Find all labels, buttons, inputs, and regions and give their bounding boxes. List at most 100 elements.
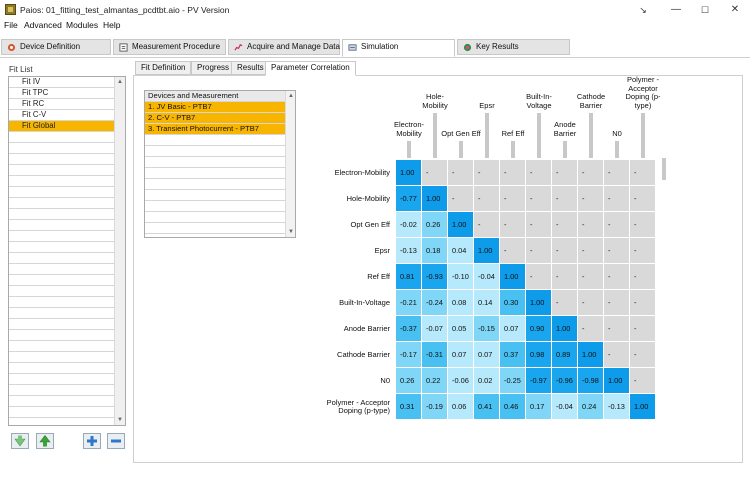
close-button[interactable]: ✕ [730,4,740,15]
empty-list-row[interactable] [9,341,115,352]
empty-list-row[interactable] [9,220,115,231]
empty-list-row[interactable] [9,242,115,253]
title-bar: Paios: 01_fitting_test_almantas_pcdtbt.a… [0,0,750,20]
tab-label: Acquire and Manage Data [247,42,340,51]
app-icon [5,4,16,15]
empty-list-row[interactable] [9,176,115,187]
empty-correlation-cell: - [630,238,656,264]
scroll-up-icon[interactable]: ▲ [288,93,294,99]
empty-list-row[interactable] [9,374,115,385]
scroll-up-icon[interactable]: ▲ [117,79,123,85]
column-label: Anode Barrier [553,120,577,138]
empty-table-row[interactable] [145,168,286,179]
table-row[interactable]: 3. Transient Photocurrent - PTB7 [145,124,286,135]
add-fit-button[interactable] [83,433,101,449]
subtab-parameter-correlation[interactable]: Parameter Correlation [265,61,356,76]
tab-label: Key Results [476,42,519,51]
maximize-button[interactable]: ☐ [700,5,710,15]
empty-list-row[interactable] [9,308,115,319]
devices-table-scrollbar[interactable]: ▲ ▼ [285,91,295,237]
empty-table-row[interactable] [145,223,286,234]
scroll-down-icon[interactable]: ▼ [288,229,294,235]
empty-table-row[interactable] [145,135,286,146]
empty-correlation-cell: - [578,160,604,186]
correlation-cell: 0.17 [526,394,552,420]
menu-bar: File Advanced Modules Help [0,19,750,33]
empty-list-row[interactable] [9,165,115,176]
row-label: Opt Gen Eff [350,219,390,229]
list-item[interactable]: Fit C-V [9,110,115,121]
list-item[interactable]: Fit IV [9,77,115,88]
menu-modules[interactable]: Modules [66,20,99,30]
column-guide-bar [511,141,515,158]
restore-arrow-icon[interactable]: ↘ [639,5,647,15]
table-header: Devices and Measurement [145,91,286,102]
empty-correlation-cell: - [552,290,578,316]
subtab-fit-definition[interactable]: Fit Definition [135,61,192,75]
empty-list-row[interactable] [9,154,115,165]
list-item[interactable]: Fit TPC [9,88,115,99]
empty-table-row[interactable] [145,146,286,157]
tab-measurement-procedure[interactable]: Measurement Procedure [113,39,226,55]
empty-list-row[interactable] [9,132,115,143]
devices-measurement-table[interactable]: Devices and Measurement 1. JV Basic - PT… [144,90,296,238]
empty-list-row[interactable] [9,297,115,308]
column-guide-bar [459,141,463,158]
scroll-down-icon[interactable]: ▼ [117,417,123,423]
empty-table-row[interactable] [145,201,286,212]
empty-table-row[interactable] [145,212,286,223]
empty-list-row[interactable] [9,198,115,209]
empty-list-row[interactable] [9,231,115,242]
empty-list-row[interactable] [9,352,115,363]
tab-key-results[interactable]: Key Results [457,39,570,55]
empty-list-row[interactable] [9,275,115,286]
menu-help[interactable]: Help [103,20,121,30]
matrix-scroll-indicator[interactable] [662,158,666,180]
subtab-results[interactable]: Results [231,61,270,75]
empty-list-row[interactable] [9,143,115,154]
main-tab-bar: Device Definition Measurement Procedure … [0,37,750,58]
subtab-progress[interactable]: Progress [191,61,236,75]
empty-list-row[interactable] [9,209,115,220]
tab-simulation[interactable]: Simulation [342,39,455,57]
menu-advanced[interactable]: Advanced [24,20,62,30]
fit-list[interactable]: Fit IV Fit TPC Fit RC Fit C-V Fit Global ▲ ▼ [8,76,126,426]
move-up-button[interactable] [36,433,54,449]
menu-file[interactable]: File [4,20,18,30]
empty-list-row[interactable] [9,253,115,264]
empty-list-row[interactable] [9,396,115,407]
empty-correlation-cell: - [500,238,526,264]
empty-list-row[interactable] [9,187,115,198]
remove-fit-button[interactable] [107,433,125,449]
list-item[interactable]: Fit RC [9,99,115,110]
empty-list-row[interactable] [9,330,115,341]
empty-list-row[interactable] [9,319,115,330]
column-guide-bar [641,113,645,158]
minimize-button[interactable]: — [671,4,681,15]
empty-correlation-cell: - [604,186,630,212]
empty-list-row[interactable] [9,363,115,374]
tab-device-definition[interactable]: Device Definition [1,39,111,55]
correlation-cell: 1.00 [422,186,448,212]
empty-correlation-cell: - [630,212,656,238]
table-row[interactable]: 1. JV Basic - PTB7 [145,102,286,113]
empty-list-row[interactable] [9,385,115,396]
row-label: Hole-Mobility [346,193,390,203]
empty-list-row[interactable] [9,264,115,275]
list-item[interactable]: Fit Global [9,121,115,132]
empty-list-row[interactable] [9,407,115,418]
correlation-cell: -0.93 [422,264,448,290]
table-row[interactable]: 2. C-V - PTB7 [145,113,286,124]
move-down-button[interactable] [11,433,29,449]
correlation-cell: 1.00 [396,160,422,186]
empty-table-row[interactable] [145,190,286,201]
empty-table-row[interactable] [145,157,286,168]
fit-list-scrollbar[interactable]: ▲ ▼ [114,77,125,425]
empty-correlation-cell: - [630,160,656,186]
tab-acquire-manage-data[interactable]: Acquire and Manage Data [228,39,340,55]
column-label: N0 [612,128,622,138]
correlation-cell: 0.89 [552,342,578,368]
empty-table-row[interactable] [145,179,286,190]
empty-list-row[interactable] [9,286,115,297]
correlation-cell: 0.98 [526,342,552,368]
